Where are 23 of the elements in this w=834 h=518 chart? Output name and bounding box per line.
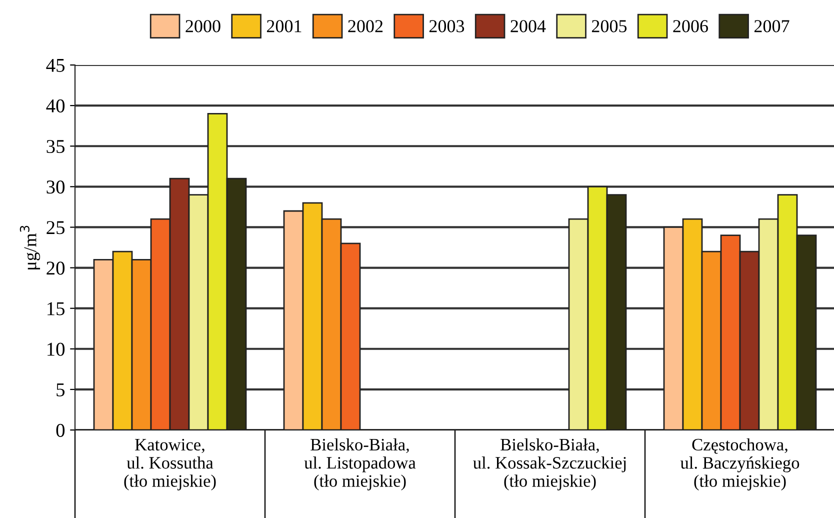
- legend-label: 2003: [429, 20, 464, 32]
- x-tick-label: Bielsko-Biała, ul. Kossak-Szczuckiej (tło miejskie): [473, 438, 626, 490]
- legend-label: 2000: [186, 20, 220, 32]
- x-tick-label: Bielsko-Biała, ul. Listopadowa (tło miejskie): [304, 438, 416, 490]
- y-tick-label: 40: [46, 99, 65, 112]
- legend-label: 2004: [510, 20, 546, 32]
- y-tick-label: 25: [46, 221, 65, 234]
- y-tick-label: 45: [46, 58, 65, 72]
- y-tick-label: 10: [48, 342, 65, 356]
- y-tick-label: 35: [46, 140, 65, 154]
- y-axis-title: μg/m$^{3}$: [20, 226, 40, 270]
- y-tick-label: 5: [56, 383, 65, 396]
- x-tick-label: Katowice, ul. Kossutha (tło miejskie): [124, 438, 216, 490]
- legend-label: 2006: [673, 20, 708, 32]
- legend-label: 2007: [754, 20, 790, 32]
- y-tick-label: 0: [56, 424, 65, 437]
- y-tick-label: 20: [46, 262, 65, 275]
- y-tick-label: 30: [46, 180, 65, 194]
- legend-label: 2002: [348, 20, 383, 32]
- legend-label: 2005: [592, 20, 627, 32]
- legend-label: 2001: [266, 20, 302, 32]
- x-tick-label: Częstochowa, ul. Baczyńskiego (tło miejskie): [680, 438, 800, 490]
- y-tick-label: 15: [48, 302, 65, 316]
